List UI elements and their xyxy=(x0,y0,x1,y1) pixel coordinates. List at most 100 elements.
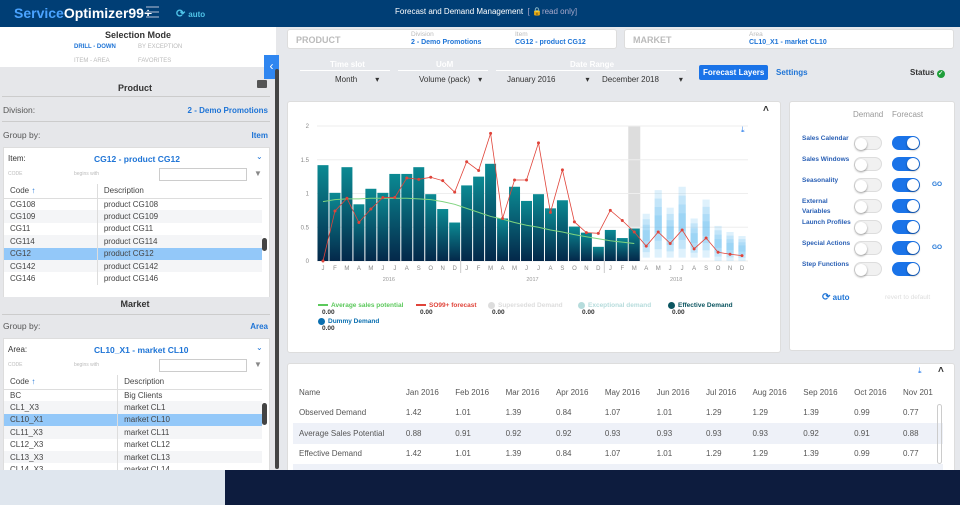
legend-item[interactable]: Dummy Demand 0.00 xyxy=(318,318,379,332)
forecast-toggle[interactable] xyxy=(892,220,920,234)
x-tick-label: O xyxy=(572,266,577,272)
image-icon[interactable] xyxy=(257,80,267,88)
settings-link[interactable]: Settings xyxy=(776,68,808,77)
date-to-select[interactable]: December 2018 ▾ xyxy=(602,75,683,84)
demand-chart: 0 0.5 1 1.5 2 J F M A M J J A S O N D J F M A M J J A S O N D J F M A M J J… xyxy=(301,124,748,283)
col-description[interactable]: Description xyxy=(117,375,262,390)
timeslot-select[interactable]: Month ▾ xyxy=(335,75,380,84)
column-header[interactable]: Oct 2016 xyxy=(854,387,887,397)
table-row[interactable]: BC Big Clients xyxy=(4,389,262,402)
demand-toggle[interactable] xyxy=(854,178,882,192)
filter-icon[interactable]: ▼ xyxy=(254,169,262,178)
table-row[interactable]: Effective Demand 1.42 1.01 1.39 0.84 1.07 1.01… xyxy=(293,444,943,465)
panel-scrollbar[interactable] xyxy=(275,69,279,469)
table-row[interactable]: CL12_X3 market CL12 xyxy=(4,438,262,451)
column-header[interactable]: May 2016 xyxy=(604,387,640,397)
column-header[interactable]: Name xyxy=(299,387,321,397)
column-header[interactable]: Jun 2016 xyxy=(656,387,690,397)
date-from-select[interactable]: January 2016 ▾ xyxy=(507,75,590,84)
legend-item[interactable]: Average sales potential 0.00 xyxy=(318,302,403,316)
table-row[interactable]: CG142 product CG142 xyxy=(4,259,262,273)
forecast-toggle[interactable] xyxy=(892,157,920,171)
collapse-chevron-up-icon[interactable]: ˄ xyxy=(763,104,769,115)
column-header[interactable]: Aug 2016 xyxy=(752,387,787,397)
column-header[interactable]: Jul 2016 xyxy=(706,387,737,397)
layers-auto-button[interactable]: ⟳ auto xyxy=(822,292,850,303)
column-header[interactable]: Nov 201 xyxy=(903,387,933,397)
filter-icon[interactable]: ▼ xyxy=(254,360,262,369)
legend-item[interactable]: Exceptional demand 0.00 xyxy=(578,302,651,316)
filter-field-select[interactable]: CODE xyxy=(8,362,23,368)
x-tick-label: D xyxy=(740,266,745,272)
table-row[interactable]: CG12 product CG12 xyxy=(4,247,262,260)
filter-operator-select[interactable]: begins with xyxy=(74,171,100,177)
col-code[interactable]: Code ↑ xyxy=(4,375,119,390)
market-group-by-select[interactable]: Group by: Area xyxy=(3,321,268,331)
division-select[interactable]: Division: 2 - Demo Promotions xyxy=(3,105,268,115)
uom-select[interactable]: Volume (pack) ▾ xyxy=(419,75,483,84)
go-button[interactable]: GO xyxy=(932,244,943,251)
x-tick-label: N xyxy=(728,266,732,272)
col-code[interactable]: Code ↑ xyxy=(4,184,98,199)
so99-forecast-point xyxy=(321,259,325,263)
col-description[interactable]: Description xyxy=(97,184,262,199)
table-row[interactable]: CG114 product CG114 xyxy=(4,235,262,248)
demand-toggle[interactable] xyxy=(854,199,882,213)
legend-item[interactable]: Superseded Demand 0.00 xyxy=(488,302,563,316)
forecast-toggle[interactable] xyxy=(892,199,920,213)
table-row[interactable]: CG108 product CG108 xyxy=(4,198,262,211)
demand-toggle[interactable] xyxy=(854,262,882,276)
table-row[interactable]: CL11_X3 market CL11 xyxy=(4,426,262,439)
effective-demand-bar xyxy=(628,228,640,261)
revert-to-default-link[interactable]: revert to default xyxy=(885,294,931,301)
chevron-down-icon[interactable]: ⌄ xyxy=(256,343,263,352)
value-cell: 0.88 xyxy=(897,423,943,444)
column-header[interactable]: Sep 2016 xyxy=(803,387,838,397)
mode-by-exception[interactable]: BY EXCEPTION xyxy=(138,44,183,50)
value-cell: 0.84 xyxy=(555,408,572,418)
table-row[interactable]: CG11 product CG11 xyxy=(4,222,262,236)
forecast-layers-button[interactable]: Forecast Layers xyxy=(699,65,769,80)
column-header[interactable]: Mar 2016 xyxy=(505,387,540,397)
legend-item[interactable]: Effective Demand 0.00 xyxy=(668,302,733,316)
chevron-down-icon[interactable]: ⌄ xyxy=(256,152,263,161)
demand-toggle[interactable] xyxy=(854,136,882,150)
table-row[interactable]: CL10_X1 market CL10 xyxy=(4,413,262,427)
filter-input[interactable] xyxy=(159,168,247,181)
code-cell: CG109 xyxy=(4,210,98,223)
table-row[interactable]: CL1_X3 market CL1 xyxy=(4,401,262,414)
demand-toggle[interactable] xyxy=(854,220,882,234)
product-group-by-select[interactable]: Group by: Item xyxy=(3,130,268,140)
download-icon[interactable]: ⤓ xyxy=(741,125,745,134)
forecast-toggle[interactable] xyxy=(892,178,920,192)
item-table-scrollbar[interactable] xyxy=(262,238,267,251)
demand-toggle[interactable] xyxy=(854,157,882,171)
legend-item[interactable]: SO99+ forecast 0.00 xyxy=(416,302,477,316)
mode-item-area[interactable]: ITEM - AREA xyxy=(74,58,110,64)
column-header[interactable]: Jan 2016 xyxy=(405,387,439,397)
table-row[interactable]: CL13_X3 market CL13 xyxy=(4,450,262,464)
table-row[interactable]: CG146 product CG146 xyxy=(4,272,262,285)
go-button[interactable]: GO xyxy=(932,181,943,188)
forecast-toggle[interactable] xyxy=(892,241,920,255)
column-header[interactable]: Feb 2016 xyxy=(455,387,490,397)
filter-input[interactable] xyxy=(159,359,247,372)
mode-drill-down[interactable]: DRILL - DOWN xyxy=(74,44,116,50)
table-row[interactable]: CG109 product CG109 xyxy=(4,210,262,223)
filter-field-select[interactable]: CODE xyxy=(8,171,23,177)
table-row[interactable]: Average Sales Potential 0.88 0.91 0.92 0.92 0… xyxy=(293,423,943,444)
table-scrollbar[interactable] xyxy=(937,404,942,464)
auto-refresh-button[interactable]: ⟳ auto xyxy=(176,8,206,20)
menu-icon[interactable] xyxy=(146,6,159,18)
area-value: CL10_X1 - market CL10 xyxy=(94,345,189,355)
column-header[interactable]: Apr 2016 xyxy=(555,387,589,397)
download-icon[interactable]: ⤓ xyxy=(918,366,922,375)
forecast-toggle[interactable] xyxy=(892,262,920,276)
table-row[interactable]: Observed Demand 1.42 1.01 1.39 0.84 1.07 1.01 1… xyxy=(293,403,943,424)
forecast-toggle[interactable] xyxy=(892,136,920,150)
area-table-scrollbar[interactable] xyxy=(262,403,267,425)
collapse-chevron-up-icon[interactable]: ˄ xyxy=(938,365,944,376)
demand-toggle[interactable] xyxy=(854,241,882,255)
mode-favorites[interactable]: FAVORITES xyxy=(138,58,172,64)
filter-operator-select[interactable]: begins with xyxy=(74,362,100,368)
